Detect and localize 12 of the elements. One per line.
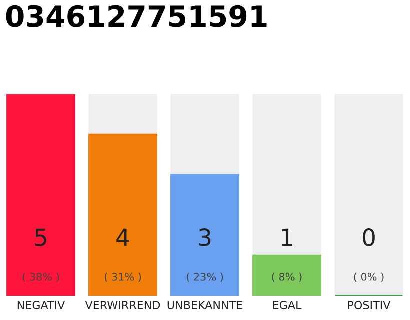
x-tick-label: UNBEKANNTE bbox=[168, 301, 242, 310]
bar bbox=[252, 254, 322, 296]
x-tick-label: NEGATIV bbox=[18, 301, 66, 310]
data-label: 1 ( 8% ) bbox=[272, 228, 302, 282]
x-tick-label: VERWIRREND bbox=[85, 301, 160, 310]
data-label: 3 ( 23% ) bbox=[186, 228, 224, 282]
data-label: 5 ( 38% ) bbox=[22, 228, 60, 282]
chart-title: 0346127751591 bbox=[6, 5, 267, 28]
data-label: 0 ( 0% ) bbox=[354, 228, 384, 282]
x-tick-label: POSITIV bbox=[348, 301, 391, 310]
data-label: 4 ( 31% ) bbox=[104, 228, 142, 282]
x-tick-label: EGAL bbox=[273, 301, 302, 310]
